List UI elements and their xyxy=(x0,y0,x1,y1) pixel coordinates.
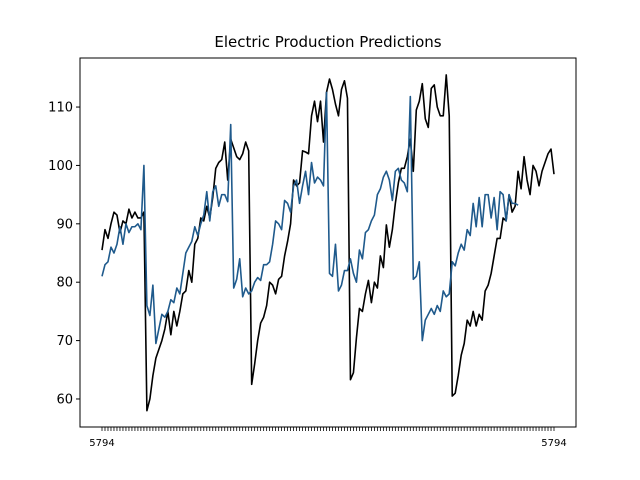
x-tick-label: 5794 xyxy=(89,438,114,449)
y-tick-label: 90 xyxy=(56,217,73,232)
y-tick-label: 80 xyxy=(56,276,73,291)
y-tick-label: 110 xyxy=(48,101,73,116)
series-lines xyxy=(101,74,555,412)
series-line-predicted xyxy=(101,91,519,345)
y-tick-label: 100 xyxy=(48,159,73,174)
x-tick-label: 5794 xyxy=(541,438,566,449)
y-tick-label: 70 xyxy=(56,334,73,349)
y-axis: 60 70 80 90 100 110 xyxy=(48,101,80,407)
chart-title: Electric Production Predictions xyxy=(214,33,442,51)
x-axis: 5794 5794 xyxy=(89,427,567,449)
axes-frame xyxy=(79,57,577,428)
series-line-actual xyxy=(101,74,555,412)
y-tick-label: 60 xyxy=(56,392,73,407)
